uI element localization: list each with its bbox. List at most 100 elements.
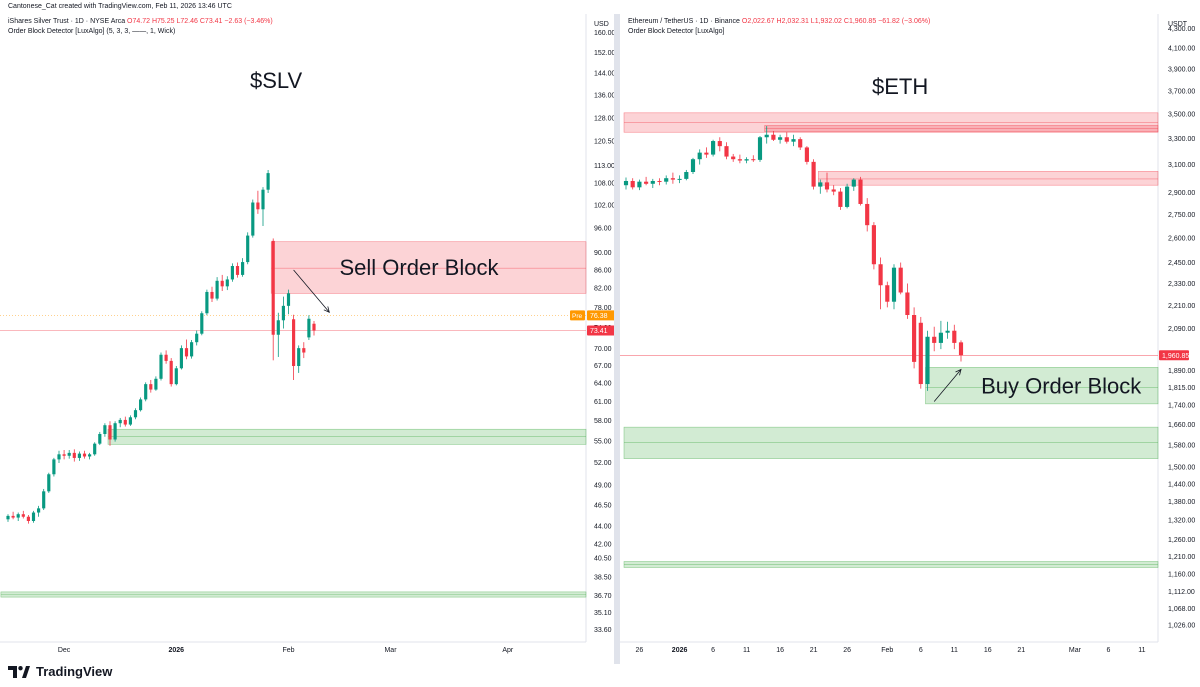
slv-candle-body — [62, 454, 66, 456]
slv-pre-tag-bg — [570, 310, 585, 321]
slv-candle — [225, 276, 229, 291]
slv-candle-body — [16, 514, 20, 518]
eth-candle-body — [724, 146, 729, 157]
eth-x-tick-label: 6 — [711, 647, 715, 654]
tradingview-footer[interactable]: TradingView — [8, 664, 112, 679]
slv-chart-panel[interactable]: iShares Silver Trust · 1D · NYSE Arca O7… — [0, 14, 617, 662]
eth-open: O2,022.67 — [741, 18, 775, 25]
slv-candle-body — [256, 202, 260, 210]
eth-candle-body — [945, 330, 950, 333]
slv-candle-body — [47, 474, 51, 492]
eth-candle-body — [871, 225, 876, 265]
eth-chart-panel[interactable]: Ethereum / TetherUS · 1D · Binance O2,02… — [620, 14, 1200, 662]
slv-candle-body — [72, 452, 76, 458]
slv-candle — [261, 187, 265, 226]
eth-y-tick-label: 1,890.00 — [1168, 368, 1195, 375]
eth-candle-body — [704, 152, 709, 155]
slv-candle — [26, 515, 30, 524]
eth-close: C1,960.85 — [843, 18, 877, 25]
eth-candle — [751, 155, 756, 162]
slv-candle-body — [174, 368, 178, 385]
eth-y-tick-label: 1,160.00 — [1168, 571, 1195, 578]
eth-x-tick-label: 21 — [810, 647, 818, 654]
slv-y-tick-label: 52.00 — [594, 460, 612, 467]
eth-candle-body — [804, 147, 809, 162]
slv-candle — [82, 450, 87, 459]
eth-candle — [731, 153, 736, 162]
eth-title: $ETH — [872, 74, 929, 99]
eth-candle-body — [764, 134, 769, 138]
tradingview-brand-name: TradingView — [36, 664, 113, 679]
eth-candle — [925, 330, 930, 391]
slv-x-tick-label: 2026 — [169, 647, 185, 654]
slv-chart-svg[interactable]: USD 160.00 152.00 144.00 136.00 128.00 120.50 1… — [0, 14, 617, 662]
slv-symbol[interactable]: iShares Silver Trust · 1D · NYSE Arca — [8, 18, 126, 25]
eth-y-tick-label: 1,068.00 — [1168, 606, 1195, 613]
eth-candle-body — [711, 141, 716, 155]
slv-candle-body — [225, 279, 229, 287]
slv-x-tick-label: Feb — [282, 647, 294, 654]
slv-candle-body — [57, 454, 61, 460]
eth-candle-body — [838, 191, 843, 207]
slv-candle — [169, 358, 173, 387]
eth-candle-body — [938, 332, 943, 343]
eth-x-tick-label: 2026 — [672, 647, 688, 654]
eth-candle-body — [684, 171, 689, 179]
eth-symbol[interactable]: Ethereum / TetherUS · 1D · Binance — [628, 18, 740, 25]
eth-y-tick-label: 2,210.00 — [1168, 303, 1195, 310]
eth-y-tick-label: 1,660.00 — [1168, 422, 1195, 429]
eth-y-tick-label: 3,500.00 — [1168, 112, 1195, 119]
eth-candle — [778, 134, 783, 144]
slv-candle — [93, 442, 97, 456]
slv-candle-body — [312, 323, 316, 331]
slv-y-tick-label: 35.10 — [594, 610, 612, 617]
eth-x-tick-label: 21 — [1017, 647, 1025, 654]
slv-candle-body — [42, 491, 46, 509]
tradingview-logo-icon — [8, 665, 30, 678]
slv-candle — [230, 263, 234, 282]
slv-indicator-label[interactable]: Order Block Detector [LuxAlgo] (5, 3, 3,… — [8, 28, 176, 35]
eth-candle-body — [878, 264, 883, 286]
slv-y-tick-label: 128.00 — [594, 115, 616, 122]
slv-y-tick-label: 49.00 — [594, 483, 612, 490]
slv-candle-body — [128, 417, 132, 425]
slv-candle — [154, 376, 158, 391]
slv-candle-body — [281, 305, 285, 321]
eth-candle — [831, 185, 836, 196]
eth-candle — [757, 135, 763, 162]
slv-x-tick-label: Mar — [384, 647, 397, 654]
slv-candle-body — [88, 454, 92, 457]
eth-y-tick-label: 3,100.00 — [1168, 162, 1195, 169]
eth-candle-body — [670, 178, 675, 180]
slv-candle-body — [93, 443, 97, 455]
eth-indicator-label[interactable]: Order Block Detector [LuxAlgo] — [628, 28, 725, 35]
eth-y-tick-label: 1,500.00 — [1168, 464, 1195, 471]
eth-candle — [764, 126, 769, 144]
slv-candle-body — [307, 318, 311, 338]
eth-candle — [952, 324, 957, 350]
slv-title: $SLV — [250, 68, 303, 93]
eth-candle — [912, 307, 917, 369]
slv-y-tick-label: 90.00 — [594, 250, 612, 257]
slv-candle — [118, 417, 122, 428]
eth-x-tick-label: Feb — [881, 647, 893, 654]
slv-low: L72.46 — [176, 18, 198, 25]
slv-change: −2.63 (−3.46%) — [224, 18, 273, 25]
slv-candle — [88, 452, 92, 460]
slv-candle — [144, 382, 148, 402]
slv-candle — [220, 274, 224, 292]
eth-x-tick-label: 16 — [776, 647, 784, 654]
slv-y-tick-label: 70.00 — [594, 346, 612, 353]
slv-y-tick-label: 67.00 — [594, 363, 612, 370]
eth-x-tick-label: 11 — [951, 647, 958, 654]
slv-y-tick-label: 152.00 — [594, 50, 616, 57]
eth-y-tick-label: 2,090.00 — [1168, 326, 1195, 333]
panel-divider[interactable] — [614, 14, 620, 664]
slv-candle-body — [98, 433, 102, 444]
eth-y-tick-label: 4,100.00 — [1168, 46, 1195, 53]
slv-candle-body — [82, 453, 87, 457]
slv-candle-body — [52, 459, 56, 475]
eth-y-tick-label: 1,440.00 — [1168, 481, 1195, 488]
eth-candle-body — [791, 139, 796, 142]
